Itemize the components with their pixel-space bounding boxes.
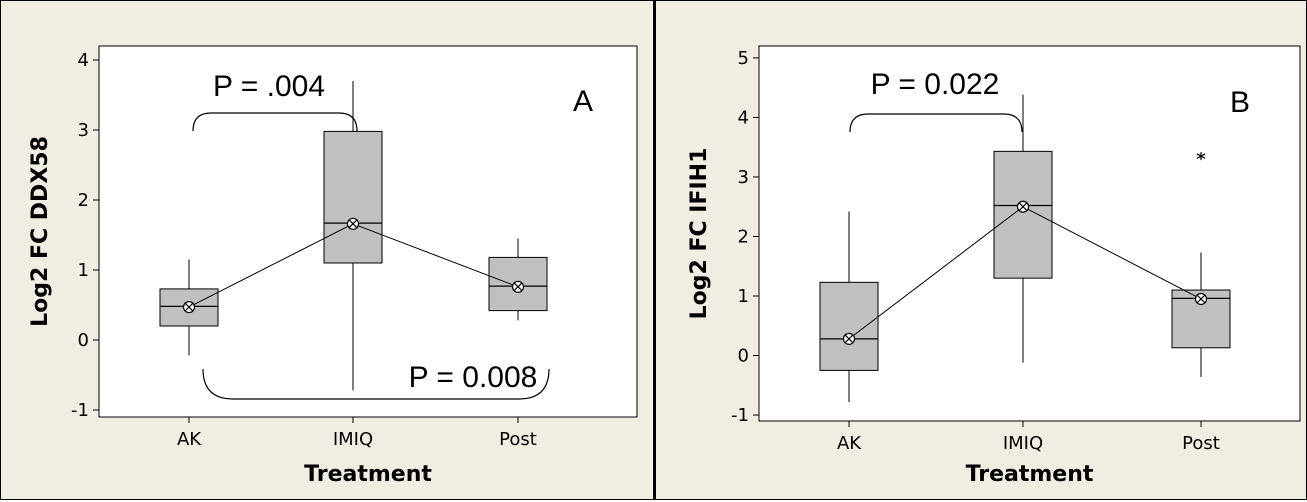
x-axis-title: Treatment (966, 462, 1094, 487)
y-axis-title: Log2 FC DDX58 (28, 136, 53, 327)
x-tick-label: AK (177, 429, 202, 450)
y-tick-label: -1 (71, 400, 89, 421)
x-tick-label: Post (1182, 433, 1220, 454)
mean-marker-cross (1018, 202, 1028, 212)
y-tick-label: 2 (78, 190, 89, 211)
chart-panel-b: -1 0 1 2 3 4 5 AK IMIQ Post Treatment Log2 FC IFIH1… (654, 0, 1307, 500)
y-tick-label: 3 (78, 120, 89, 141)
y-tick-label: 0 (78, 330, 89, 351)
panel-letter: B (1230, 86, 1250, 119)
box-imiq (993, 150, 1053, 279)
box-ak (819, 281, 879, 371)
p-value-label: P = .004 (213, 70, 325, 103)
y-tick-label: 0 (738, 346, 749, 367)
y-axis-title: Log2 FC IFIH1 (687, 148, 712, 320)
y-tick-label: 3 (738, 167, 749, 188)
y-tick-label: 2 (738, 226, 749, 247)
mean-marker-cross (844, 334, 854, 344)
p-value-label: P = 0.022 (871, 68, 1000, 101)
panel-letter: A (573, 85, 593, 118)
box-imiq (323, 130, 383, 264)
significance-bracket (192, 112, 358, 132)
y-tick-label: 1 (78, 260, 89, 281)
mean-marker-cross (184, 302, 194, 312)
chart-a-svg: -1 0 1 2 3 4 AK IMIQ Post Treatment Log2 FC DDX58 P… (28, 45, 638, 487)
y-tick-label: 4 (738, 107, 749, 128)
x-tick-label: Post (499, 429, 537, 450)
y-tick-label: 1 (738, 286, 749, 307)
chart-panel-a: -1 0 1 2 3 4 AK IMIQ Post Treatment Log2 FC DDX58 P… (0, 0, 654, 500)
mean-marker-cross (348, 219, 358, 229)
p-value-label: P = 0.008 (409, 361, 538, 394)
mean-marker-cross (513, 282, 523, 292)
y-tick-label: 5 (738, 48, 749, 69)
x-tick-label: AK (837, 433, 862, 454)
significance-bracket (202, 368, 550, 400)
y-tick-label: 4 (78, 50, 89, 71)
outlier-marker (1196, 153, 1206, 159)
x-tick-label: IMIQ (1003, 433, 1043, 454)
y-tick-label: -1 (731, 405, 749, 426)
significance-bracket (849, 113, 1023, 133)
x-tick-label: IMIQ (333, 429, 373, 450)
chart-b-svg: -1 0 1 2 3 4 5 AK IMIQ Post Treatment Log2 FC IFIH1… (687, 45, 1301, 487)
mean-marker-cross (1196, 294, 1206, 304)
x-axis-title: Treatment (304, 462, 432, 487)
